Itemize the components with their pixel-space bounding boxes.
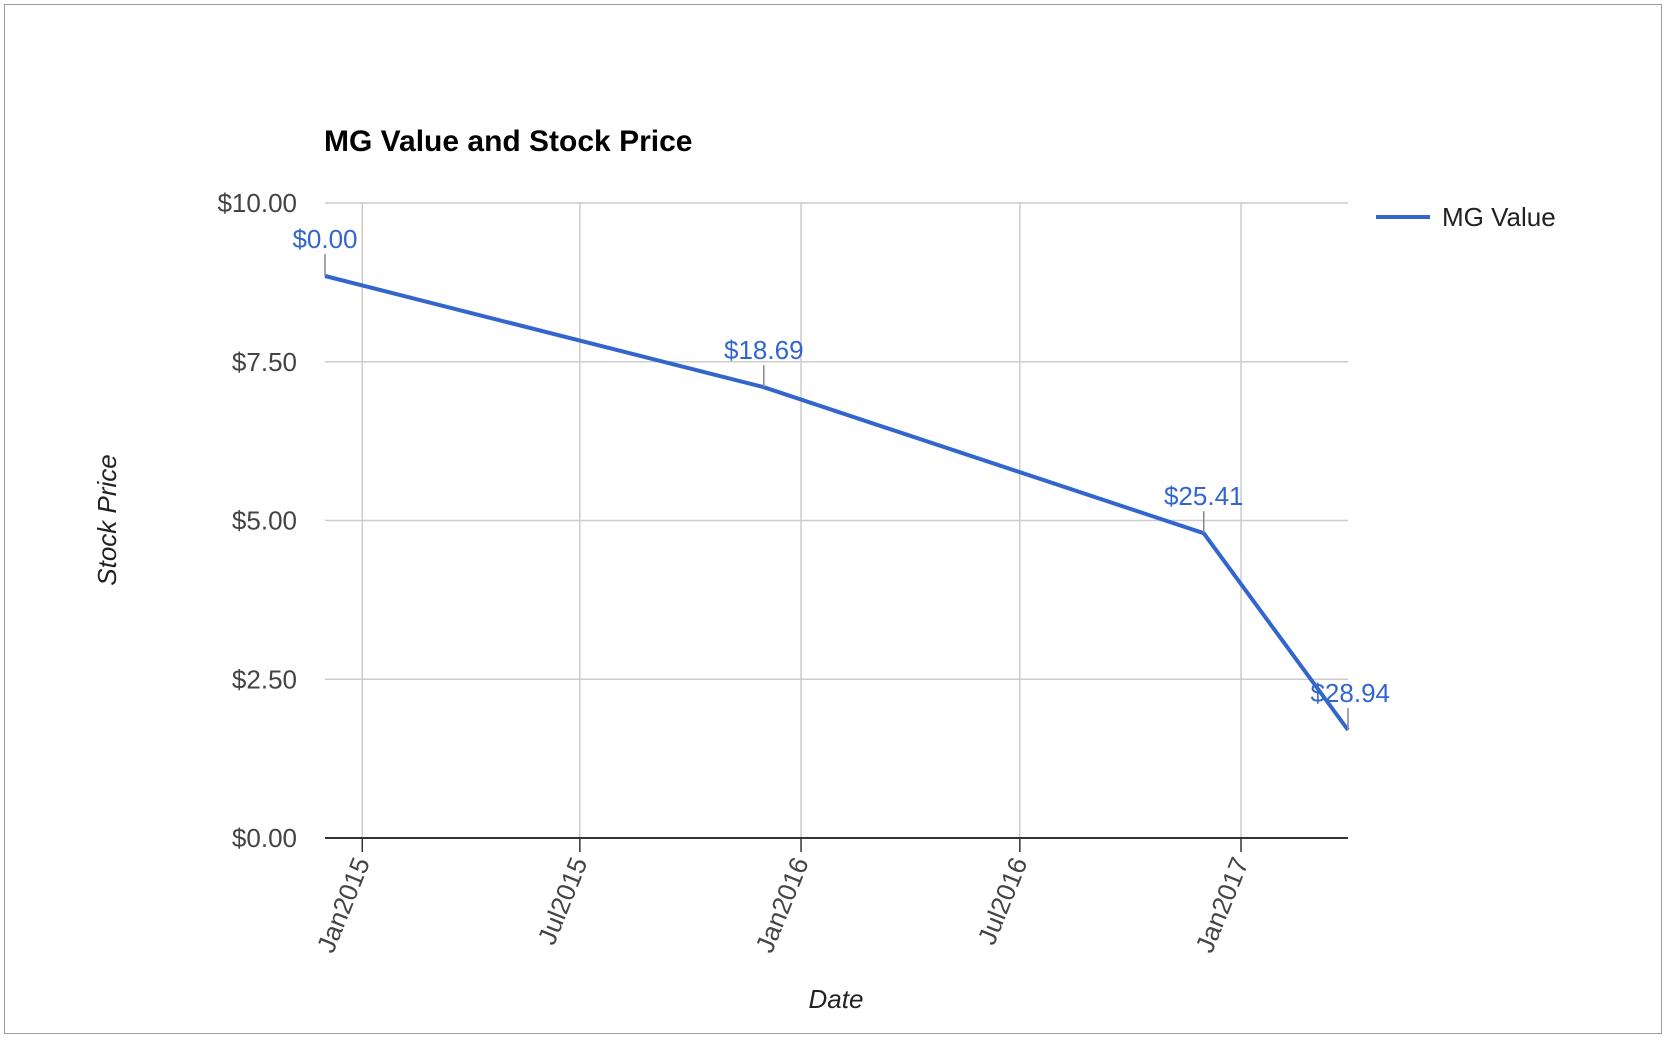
legend[interactable]: MG Value	[1376, 202, 1556, 232]
y-tick-label: $0.00	[232, 823, 297, 853]
x-tick-label: Jul2015	[531, 853, 593, 949]
legend-label-mg-value: MG Value	[1442, 202, 1556, 232]
x-tick-label: Jan2017	[1189, 853, 1254, 957]
x-axis-title: Date	[809, 984, 864, 1014]
y-axis-title: Stock Price	[92, 454, 122, 586]
y-tick-label: $7.50	[232, 347, 297, 377]
data-label: $18.69	[724, 335, 804, 365]
grid-lines	[325, 202, 1348, 838]
y-axis-ticks: $0.00 $2.50 $5.00 $7.50 $10.00	[217, 188, 297, 853]
x-axis-ticks: Jan2015 Jul2015 Jan2016 Jul2016 Jan2017	[311, 838, 1255, 957]
chart-title: MG Value and Stock Price	[324, 125, 692, 158]
y-tick-label: $2.50	[232, 664, 297, 694]
y-tick-label: $5.00	[232, 506, 297, 536]
data-label: $25.41	[1164, 481, 1244, 511]
data-label: $28.94	[1310, 678, 1390, 708]
x-tick-label: Jan2016	[749, 853, 814, 957]
data-label: $0.00	[292, 224, 357, 254]
series-lines	[324, 274, 1350, 732]
series-line-mg-value	[324, 274, 1350, 732]
x-tick-label: Jan2015	[311, 853, 376, 957]
x-tick-label: Jul2016	[971, 853, 1033, 949]
data-labels: $0.00 $18.69 $25.41 $28.94	[292, 224, 1390, 731]
y-tick-label: $10.00	[217, 188, 297, 218]
chart-frame[interactable]	[4, 4, 1662, 1034]
